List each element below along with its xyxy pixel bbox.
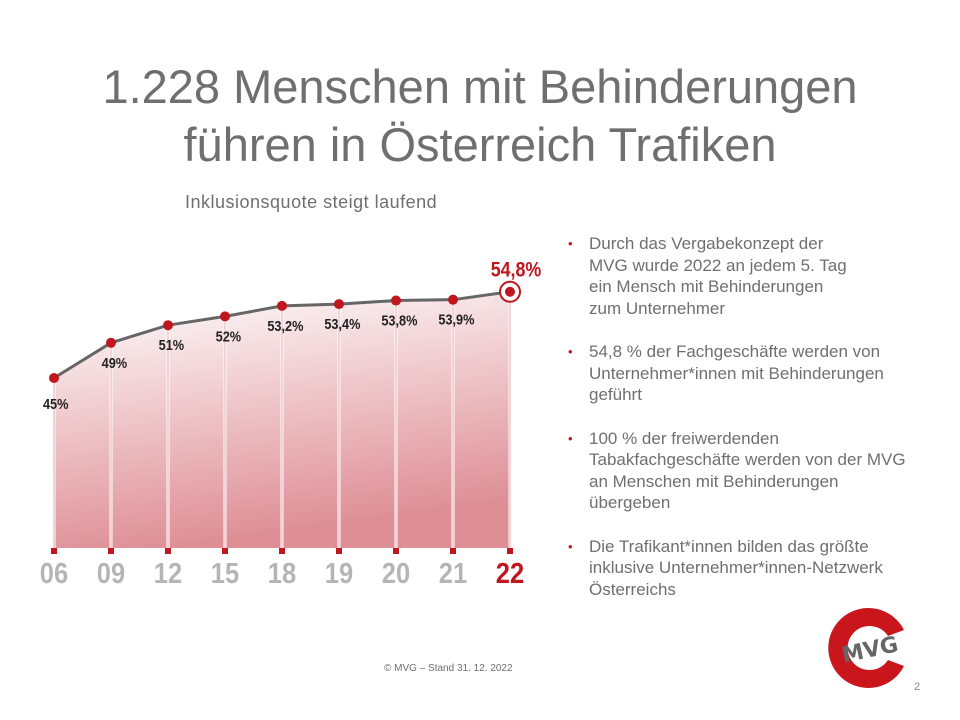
data-point — [505, 286, 515, 297]
axis-tick — [336, 548, 342, 554]
bullet-icon: • — [568, 344, 573, 359]
data-label: 52% — [216, 327, 242, 344]
data-label: 53,2% — [267, 317, 303, 334]
bullet-text: Durch das Vergabekonzept der MVG wurde 2… — [589, 234, 847, 318]
bullet-icon: • — [568, 430, 573, 446]
axis-tick — [507, 548, 513, 554]
bullet-text: 100 % der freiwerdenden Tabakfachgeschäf… — [589, 428, 906, 513]
bullet-icon: • — [568, 538, 573, 554]
x-tick-label: 22 — [496, 556, 524, 589]
data-point — [163, 320, 173, 331]
bullet-text: Die Trafikant*innen bilden das größte in… — [589, 536, 883, 599]
x-tick-label: 18 — [268, 556, 296, 589]
slide-title: 1.228 Menschen mit Behinderungen führen … — [0, 58, 960, 174]
data-label: 54,8% — [491, 258, 542, 282]
bullet-item: • Durch das Vergabekonzept der MVG wurde … — [568, 233, 928, 319]
title-line-2: führen in Österreich Trafiken — [183, 118, 777, 171]
data-label: 49% — [102, 354, 128, 371]
mvg-logo: MVG — [828, 608, 904, 688]
data-label: 53,8% — [381, 312, 417, 329]
data-point — [334, 299, 344, 310]
data-point — [391, 295, 401, 306]
footer-copyright: © MVG – Stand 31. 12. 2022 — [384, 663, 513, 674]
bullet-list: • Durch das Vergabekonzept der MVG wurde … — [568, 233, 928, 622]
data-point — [448, 294, 458, 305]
axis-tick — [108, 548, 114, 554]
axis-tick — [279, 548, 285, 554]
axis-tick — [393, 548, 399, 554]
x-tick-label: 20 — [382, 556, 410, 589]
axis-tick — [222, 548, 228, 554]
x-tick-label: 06 — [40, 556, 68, 589]
x-tick-label: 21 — [439, 556, 467, 589]
page-number: 2 — [914, 681, 921, 693]
bullet-item: • Die Trafikant*innen bilden das größte i… — [568, 536, 928, 601]
bullet-text: 54,8 % der Fachgeschäfte werden von Unte… — [589, 342, 884, 404]
data-label: 53,9% — [438, 311, 474, 328]
axis-tick — [51, 548, 57, 554]
x-tick-label: 12 — [154, 556, 182, 589]
data-point — [220, 311, 230, 322]
data-label: 51% — [159, 336, 185, 353]
bullet-item: • 54,8 % der Fachgeschäfte werden von Unt… — [568, 341, 928, 406]
data-label: 45% — [43, 395, 69, 412]
data-point — [49, 373, 59, 383]
title-line-1: 1.228 Menschen mit Behinderungen — [102, 60, 858, 113]
data-point — [106, 337, 116, 348]
data-point — [277, 300, 287, 311]
bullet-icon: • — [568, 236, 573, 251]
axis-tick — [450, 548, 456, 554]
chart-subtitle: Inklusionsquote steigt laufend — [185, 192, 438, 212]
data-label: 53,4% — [324, 315, 360, 332]
x-tick-label: 19 — [325, 556, 353, 589]
bullet-item: • 100 % der freiwerdenden Tabakfachgeschä… — [568, 428, 928, 514]
x-tick-label: 15 — [211, 556, 239, 589]
x-tick-label: 09 — [97, 556, 125, 589]
axis-tick — [165, 548, 171, 554]
